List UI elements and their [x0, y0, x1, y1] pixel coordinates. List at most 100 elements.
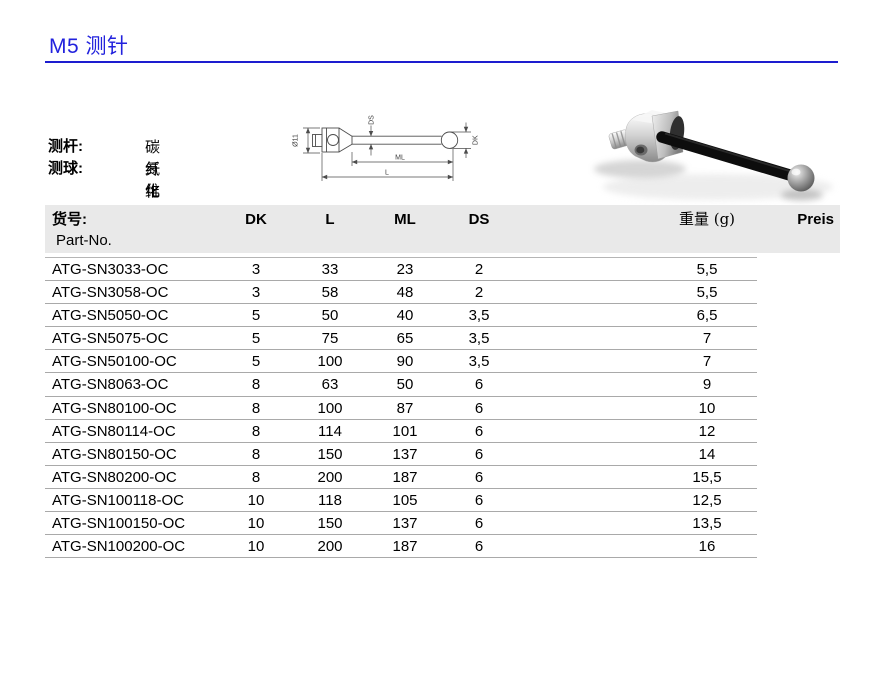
ds-cell: 3,5	[468, 307, 490, 325]
header-dk: DK	[245, 211, 267, 228]
weight-cell: 7	[702, 330, 712, 348]
diagram-thread-diameter-label: Ø11	[293, 134, 300, 147]
part-no-cell: ATG-SN50100-OC	[52, 353, 177, 371]
ml-cell: 90	[396, 353, 414, 371]
part-no-cell: ATG-SN100150-OC	[52, 515, 186, 533]
ml-cell: 105	[392, 491, 418, 509]
l-cell: 33	[321, 261, 339, 278]
diagram-ml-label: ML	[395, 155, 405, 162]
table-row: ATG-SN100150-OC 10 150 137 6 13,5	[45, 512, 840, 536]
part-no-cell: ATG-SN100118-OC	[52, 491, 184, 509]
weight-cell: 12,5	[692, 491, 722, 509]
title-underline	[45, 61, 838, 63]
page-title: M5 测针	[49, 35, 129, 58]
table-row: ATG-SN80200-OC 8 200 187 6 15,5	[45, 466, 840, 490]
l-cell: 100	[317, 353, 343, 371]
ml-cell: 137	[392, 445, 418, 463]
header-l: L	[325, 211, 335, 228]
table-row: ATG-SN3033-OC 3 33 23 2 5,5	[45, 258, 840, 282]
table-row: ATG-SN50100-OC 5 100 90 3,5 7	[45, 350, 840, 374]
header-weight: 重量 (g)	[678, 210, 736, 228]
part-no-cell: ATG-SN80100-OC	[52, 399, 177, 417]
table-header-row-2: Part-No.	[45, 230, 840, 251]
dk-cell: 8	[251, 422, 261, 440]
part-no-cell: ATG-SN5075-OC	[52, 330, 169, 348]
ds-cell: 6	[474, 515, 484, 533]
ds-cell: 3,5	[468, 353, 490, 371]
shaft-material-value: 碳纤维	[145, 138, 161, 200]
table-row: ATG-SN3058-OC 3 58 48 2 5,5	[45, 281, 840, 305]
weight-cell: 13,5	[692, 515, 722, 533]
table-row: ATG-SN100200-OC 10 200 187 6 16	[45, 535, 840, 559]
diagram-ball-diameter-label: DK	[473, 135, 480, 145]
weight-cell: 14	[698, 445, 716, 463]
dk-cell: 3	[251, 261, 261, 278]
table-row: ATG-SN100118-OC 10 118 105 6 12,5	[45, 489, 840, 513]
part-no-cell: ATG-SN80200-OC	[52, 468, 177, 486]
table-row: ATG-SN8063-OC 8 63 50 6 9	[45, 373, 840, 397]
dk-cell: 10	[247, 491, 265, 509]
table-row: ATG-SN5075-OC 5 75 65 3,5 7	[45, 327, 840, 351]
l-cell: 150	[317, 445, 343, 463]
dk-cell: 10	[247, 515, 265, 533]
header-part-no-en: Part-No.	[56, 232, 112, 249]
table-body: ATG-SN3033-OC 3 33 23 2 5,5 ATG-SN3058-O…	[45, 258, 840, 559]
weight-cell: 9	[702, 376, 712, 394]
weight-cell: 10	[698, 399, 716, 417]
part-no-cell: ATG-SN100200-OC	[52, 538, 186, 556]
ml-cell: 187	[392, 468, 418, 486]
dk-cell: 8	[251, 399, 261, 417]
table-row: ATG-SN5050-OC 5 50 40 3,5 6,5	[45, 304, 840, 328]
shaft-material-label: 测杆:	[48, 138, 83, 155]
ml-cell: 87	[396, 399, 414, 417]
materials-block: 测杆: 碳纤维 测球: 氮化硅	[48, 136, 160, 222]
diagram-l-label: L	[385, 170, 389, 177]
ml-cell: 50	[396, 376, 414, 394]
ds-cell: 2	[474, 261, 484, 278]
material-ball-row: 测球: 氮化硅	[48, 158, 160, 222]
weight-cell: 6,5	[696, 307, 718, 325]
dk-cell: 5	[251, 307, 261, 325]
dk-cell: 10	[247, 538, 265, 556]
table-header-row-1: 货号: DK L ML DS 重量 (g) Preis	[45, 209, 840, 230]
l-cell: 75	[321, 330, 339, 348]
stylus-dimension-diagram: Ø11 DS DK ML L	[293, 115, 480, 181]
ml-cell: 48	[396, 284, 414, 302]
dk-cell: 8	[251, 376, 261, 394]
weight-cell: 12	[698, 422, 716, 440]
ds-cell: 6	[474, 422, 484, 440]
weight-cell: 5,5	[696, 261, 718, 278]
part-no-cell: ATG-SN3033-OC	[52, 261, 169, 278]
dk-cell: 5	[251, 353, 261, 371]
ds-cell: 6	[474, 538, 484, 556]
table-header: 货号: DK L ML DS 重量 (g) Preis Part-No.	[45, 205, 840, 253]
ds-cell: 6	[474, 491, 484, 509]
header-ml: ML	[394, 211, 416, 228]
l-cell: 200	[317, 538, 343, 556]
l-cell: 100	[317, 399, 343, 417]
dk-cell: 5	[251, 330, 261, 348]
carbon-shaft	[656, 131, 799, 182]
ball-material-label: 测球:	[48, 160, 83, 177]
photo-shadow	[603, 174, 833, 200]
ds-cell: 6	[474, 376, 484, 394]
l-cell: 150	[317, 515, 343, 533]
table-row: ATG-SN80114-OC 8 114 101 6 12	[45, 420, 840, 443]
ml-cell: 23	[396, 261, 414, 278]
ball-tip	[787, 164, 815, 192]
ds-cell: 2	[474, 284, 484, 302]
dk-cell: 8	[251, 468, 261, 486]
part-no-cell: ATG-SN80150-OC	[52, 445, 177, 463]
header-price: Preis	[797, 211, 834, 228]
diagram-shaft-diameter-label: DS	[369, 115, 376, 125]
l-cell: 118	[318, 491, 342, 509]
table-top-rule	[45, 257, 757, 258]
ml-cell: 101	[392, 422, 418, 440]
header-ds: DS	[468, 211, 490, 228]
ds-cell: 6	[474, 445, 484, 463]
ml-cell: 137	[392, 515, 418, 533]
stylus-product-photo	[594, 110, 833, 201]
table-row: ATG-SN80100-OC 8 100 87 6 10	[45, 397, 840, 420]
weight-cell: 5,5	[696, 284, 718, 302]
